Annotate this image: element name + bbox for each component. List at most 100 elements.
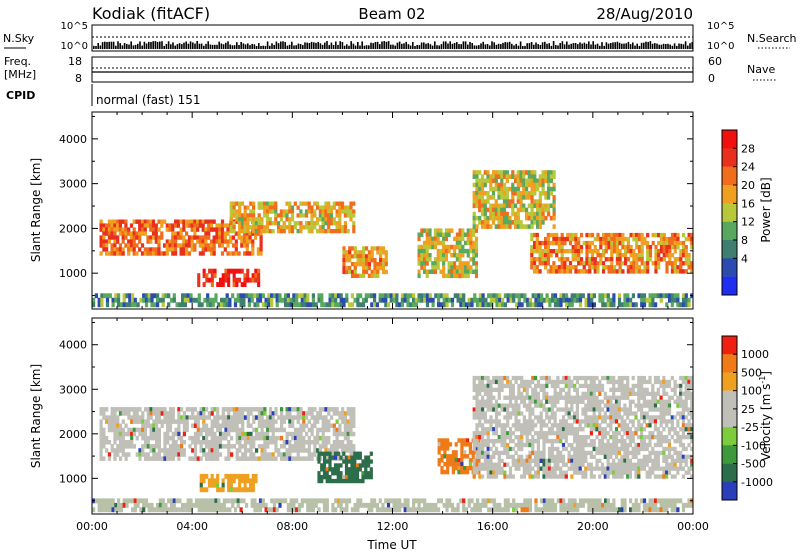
data-cell xyxy=(252,205,256,210)
data-cell xyxy=(254,273,258,279)
data-cell xyxy=(651,297,655,303)
data-cell xyxy=(347,478,351,484)
data-cell xyxy=(313,201,317,206)
data-cell xyxy=(193,419,198,424)
data-cell xyxy=(92,297,96,303)
cpid-panel: CPID normal (fast) 151 xyxy=(6,84,200,107)
data-cell xyxy=(291,419,295,424)
data-cell xyxy=(603,474,607,479)
data-cell xyxy=(290,209,295,214)
data-cell xyxy=(584,474,588,479)
data-cell xyxy=(581,411,585,416)
data-cell xyxy=(483,450,487,456)
data-cell xyxy=(165,239,169,244)
data-cell xyxy=(603,450,607,456)
data-cell xyxy=(501,297,505,303)
nsky-bar xyxy=(189,41,192,49)
data-cell xyxy=(533,174,537,179)
data-cell xyxy=(364,463,368,468)
data-cell xyxy=(637,470,641,475)
data-cell xyxy=(486,470,490,475)
data-cell xyxy=(146,456,150,461)
data-cell xyxy=(606,375,610,381)
data-cell xyxy=(202,415,206,420)
data-cell xyxy=(235,419,239,424)
data-cell xyxy=(475,195,479,200)
data-cell xyxy=(519,178,523,184)
data-cell xyxy=(451,454,455,459)
data-cell xyxy=(640,427,644,432)
data-cell xyxy=(578,442,582,448)
data-cell xyxy=(528,474,532,479)
data-cell xyxy=(545,375,549,381)
data-cell xyxy=(525,182,529,188)
data-cell xyxy=(208,268,212,274)
data-cell xyxy=(539,399,543,404)
data-cell xyxy=(149,223,153,228)
data-cell xyxy=(102,227,106,232)
data-cell xyxy=(497,387,501,392)
data-cell xyxy=(307,440,311,445)
data-cell xyxy=(152,419,156,424)
data-cell xyxy=(201,235,205,240)
data-cell xyxy=(659,435,663,440)
data-cell xyxy=(257,273,261,279)
data-cell xyxy=(447,273,451,279)
data-cell xyxy=(274,221,278,226)
data-cell xyxy=(478,462,482,467)
data-cell xyxy=(335,427,339,433)
data-cell xyxy=(648,253,653,258)
data-cell xyxy=(284,297,288,303)
data-cell xyxy=(511,203,515,209)
data-cell xyxy=(349,419,353,424)
data-cell xyxy=(107,423,111,428)
data-cell xyxy=(495,293,499,299)
data-cell xyxy=(486,458,490,463)
data-cell xyxy=(481,427,485,432)
data-cell xyxy=(291,444,295,449)
data-cell xyxy=(353,471,357,476)
data-cell xyxy=(472,383,476,389)
data-cell xyxy=(552,170,556,175)
data-cell xyxy=(609,470,613,475)
data-cell xyxy=(533,170,537,175)
data-cell xyxy=(626,265,630,270)
data-cell xyxy=(620,462,624,467)
data-cell xyxy=(268,440,273,445)
data-cell xyxy=(338,415,342,420)
data-cell xyxy=(417,248,421,254)
data-cell xyxy=(470,297,474,303)
data-cell xyxy=(535,245,539,250)
data-cell xyxy=(280,407,284,412)
data-cell xyxy=(631,435,635,440)
data-cell xyxy=(533,178,537,184)
data-cell xyxy=(483,454,487,459)
data-cell xyxy=(291,415,295,420)
data-cell xyxy=(346,229,350,234)
data-cell xyxy=(280,415,284,420)
data-cell xyxy=(341,419,345,424)
data-cell xyxy=(628,442,632,448)
data-cell xyxy=(303,302,307,308)
data-cell xyxy=(491,178,496,184)
data-cell xyxy=(474,248,478,254)
data-cell xyxy=(102,243,106,248)
data-cell xyxy=(457,458,461,463)
data-cell xyxy=(589,399,593,404)
data-cell xyxy=(522,207,526,213)
data-cell xyxy=(110,419,114,424)
data-cell xyxy=(538,224,542,229)
data-cell xyxy=(322,451,327,456)
data-cell xyxy=(160,448,164,453)
data-cell xyxy=(193,407,198,412)
data-cell xyxy=(196,456,200,461)
data-cell xyxy=(595,458,599,463)
data-cell xyxy=(637,446,641,452)
data-cell xyxy=(578,427,582,432)
data-cell xyxy=(110,235,114,240)
data-cell xyxy=(444,273,448,279)
data-cell xyxy=(268,221,272,226)
data-cell xyxy=(530,224,534,229)
data-cell xyxy=(520,439,524,444)
data-cell xyxy=(146,452,150,457)
